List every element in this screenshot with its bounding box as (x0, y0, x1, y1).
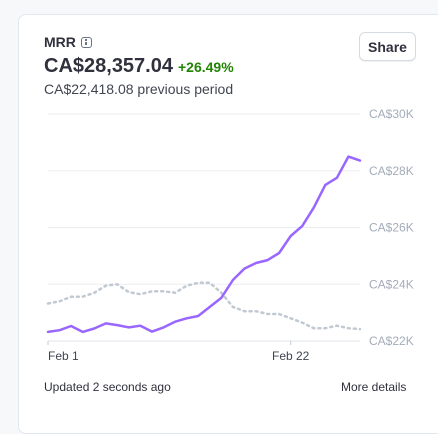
metric-change-badge: +26.49% (177, 59, 234, 75)
chart-x-ticks: Feb 1 Feb 22 (47, 341, 310, 363)
metric-title: MRR (44, 34, 92, 50)
y-tick-label: CA$26K (369, 221, 414, 235)
x-tick-label: Feb 22 (272, 349, 310, 363)
x-tick-label: Feb 1 (48, 349, 79, 363)
info-icon[interactable] (80, 36, 92, 48)
series-line-previous (46, 281, 362, 331)
metric-title-label: MRR (44, 34, 76, 50)
more-details-link[interactable]: More details (341, 380, 407, 394)
series-line-current (46, 155, 362, 334)
y-tick-label: CA$24K (369, 277, 414, 291)
metric-row: CA$28,357.04 +26.49% (44, 55, 234, 78)
chart-gridlines (48, 113, 360, 285)
mrr-card (18, 14, 438, 434)
y-tick-label: CA$22K (369, 334, 414, 348)
share-button[interactable]: Share (359, 32, 416, 61)
y-tick-label: CA$30K (369, 107, 414, 121)
previous-period-value: CA$22,418.08 previous period (44, 81, 234, 97)
chart-y-tick-labels: CA$30K CA$28K CA$26K CA$24K CA$22K (369, 107, 414, 348)
y-tick-label: CA$28K (369, 164, 414, 178)
updated-timestamp: Updated 2 seconds ago (44, 380, 171, 394)
metric-value: CA$28,357.04 (44, 55, 173, 77)
